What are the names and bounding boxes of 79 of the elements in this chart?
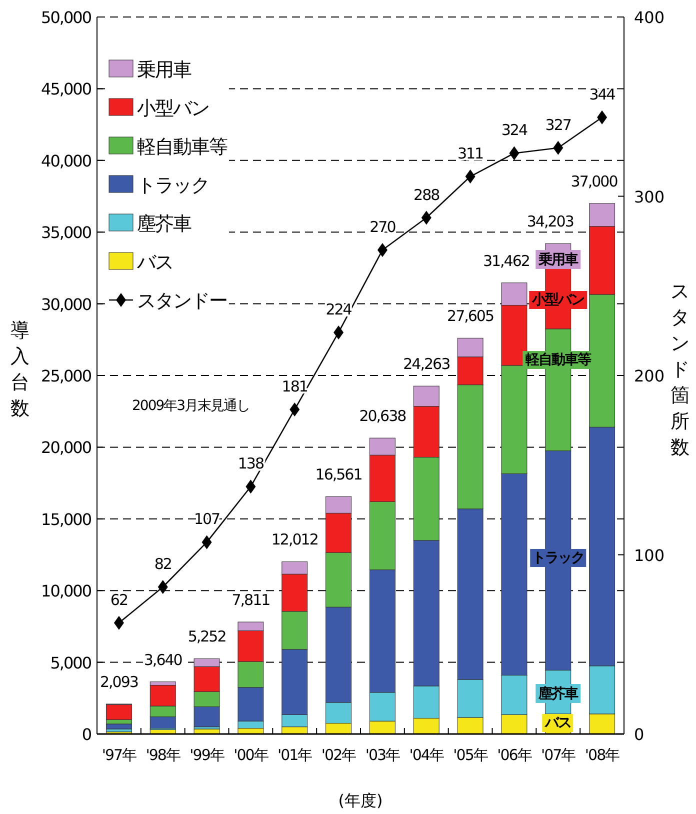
x-tick-label: '01年 [278, 746, 313, 764]
data-label: 344 [589, 85, 616, 104]
point [421, 210, 432, 225]
x-tick-label: '07年 [541, 746, 576, 764]
data-label: 181 [282, 378, 308, 396]
annotation: トラック [532, 550, 584, 566]
point [597, 110, 608, 124]
data-label: 82 [154, 555, 172, 574]
x-tick-label: '99年 [190, 746, 225, 764]
data-label: 311 [457, 144, 484, 163]
total-label: 12,012 [271, 530, 318, 549]
data-label: 138 [238, 454, 264, 473]
y2-tick-label: 0 [634, 725, 644, 744]
x-tick-label: '04年 [409, 746, 444, 764]
data-label: 288 [414, 186, 440, 204]
data-label: 62 [110, 590, 128, 609]
legend-label: 塵芥車 [137, 213, 192, 235]
point [377, 243, 388, 258]
total-label: 34,203 [526, 212, 574, 231]
annotation: 乗用車 [538, 251, 579, 268]
x-tick-label: '02年 [321, 746, 357, 764]
point [334, 325, 344, 340]
y-tick-label: 10,000 [41, 582, 92, 601]
legend-label: トラック [137, 174, 209, 196]
data-label: 224 [326, 300, 352, 318]
data-label: 324 [501, 121, 528, 140]
total-label: 27,605 [447, 307, 494, 326]
point [114, 616, 124, 630]
y-tick-label: 0 [82, 725, 92, 744]
total-label: 20,638 [359, 407, 406, 426]
legend-label: 乗用車 [137, 59, 192, 81]
y-axis-title: 導入台数 [10, 320, 30, 420]
y-tick-label: 5,000 [50, 653, 92, 672]
annotation: 軽自動車等 [524, 352, 592, 368]
x-tick-label: '98年 [146, 746, 181, 764]
legend-label: バス [136, 252, 173, 274]
y-tick-label: 35,000 [41, 223, 92, 242]
x-tick-label: '06年 [497, 746, 532, 764]
y2-tick-label: 100 [634, 546, 665, 565]
data-label: 107 [194, 510, 220, 528]
y2-tick-label: 400 [634, 8, 665, 27]
x-tick-label: '03年 [365, 746, 401, 764]
total-label: 16,561 [315, 466, 362, 484]
total-label: 7,811 [232, 590, 270, 609]
legend-label: 小型バン [137, 98, 209, 120]
annotation: 塵芥車 [538, 685, 579, 702]
annotation: 2009年3月末見通し [132, 398, 250, 414]
y-tick-label: 30,000 [41, 294, 92, 314]
legend-label: 軽自動車等 [137, 136, 228, 158]
point [202, 535, 212, 550]
x-tick-label: '05年 [453, 746, 488, 764]
data-label: 327 [545, 116, 572, 134]
annotation: 小型バン [531, 292, 586, 308]
y-tick-label: 25,000 [41, 366, 92, 386]
total-label: 2,093 [100, 672, 138, 691]
point [158, 580, 168, 594]
total-label: 24,263 [403, 355, 450, 374]
legend-label: スタンドー [137, 290, 227, 312]
point [246, 480, 256, 494]
y-tick-label: 40,000 [41, 151, 92, 170]
point [509, 146, 520, 160]
y-tick-label: 45,000 [41, 80, 92, 99]
x-tick-label: '08年 [584, 746, 620, 764]
x-tick-label: '00年 [234, 746, 269, 764]
x-tick-label: '97年 [102, 746, 138, 764]
y2-tick-label: 300 [634, 187, 665, 206]
x-axis-title: (年度) [338, 791, 383, 810]
y2-tick-label: 200 [634, 366, 665, 386]
y-tick-label: 20,000 [41, 438, 92, 458]
point [465, 170, 476, 184]
data-label: 270 [370, 218, 396, 236]
total-label: 31,462 [482, 252, 530, 270]
y-tick-label: 15,000 [41, 510, 92, 529]
y-tick-label: 50,000 [41, 8, 92, 27]
y2-axis-title: スタンド箇所数 [670, 280, 690, 458]
total-label: 5,252 [188, 628, 226, 646]
total-label: 37,000 [570, 172, 618, 190]
point [290, 402, 300, 417]
point [553, 140, 564, 155]
